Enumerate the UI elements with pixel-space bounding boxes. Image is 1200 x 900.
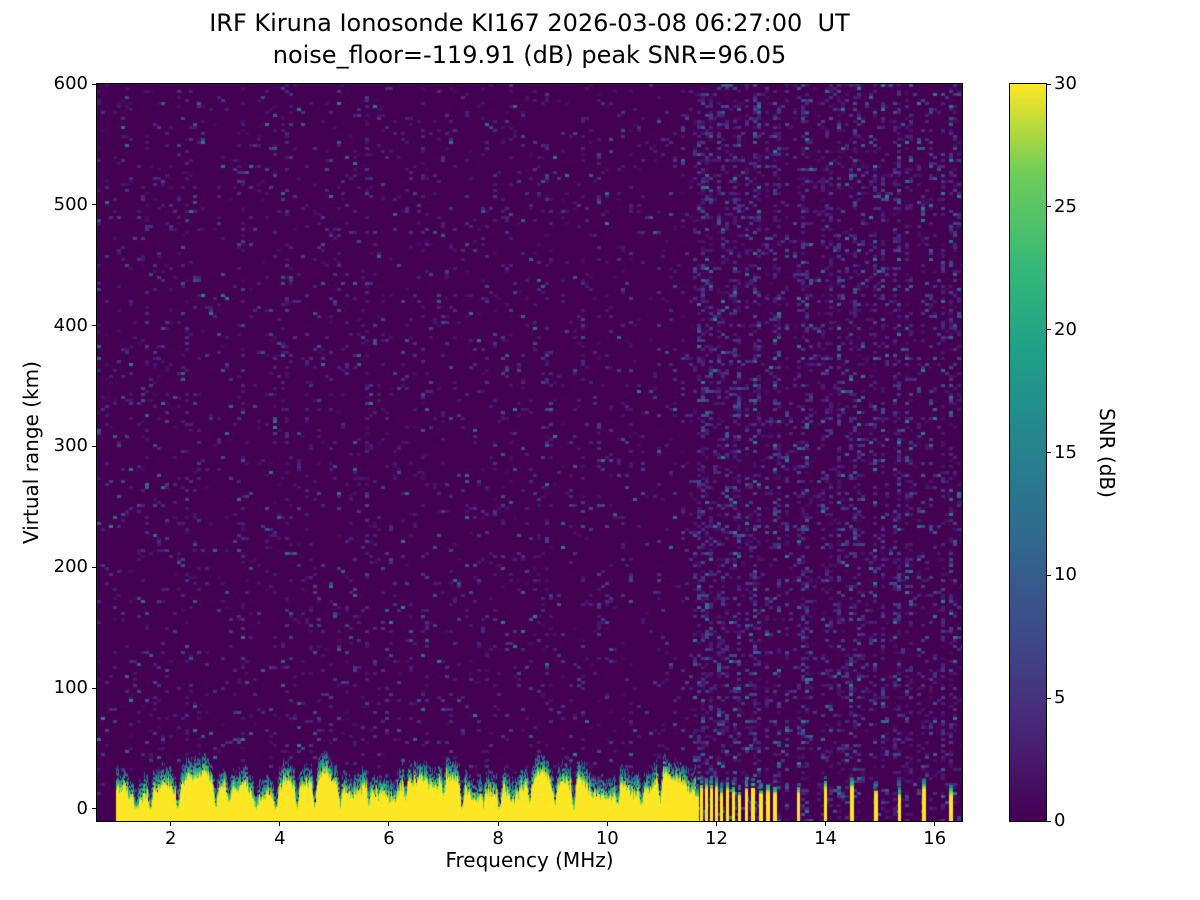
y-tick-label: 400 bbox=[53, 314, 88, 336]
y-tick-label: 300 bbox=[53, 435, 88, 457]
colorbar-tick-label: 0 bbox=[1054, 810, 1066, 831]
y-tick-label: 500 bbox=[53, 193, 88, 215]
colorbar-tick-mark bbox=[1047, 329, 1051, 331]
x-tick-label: 4 bbox=[274, 828, 286, 849]
y-tick-mark bbox=[92, 204, 96, 206]
x-tick-label: 16 bbox=[923, 828, 947, 849]
x-tick-label: 12 bbox=[704, 828, 728, 849]
x-tick-label: 8 bbox=[492, 828, 504, 849]
x-tick-mark bbox=[606, 822, 608, 826]
x-tick-mark bbox=[388, 822, 390, 826]
colorbar bbox=[1009, 83, 1047, 822]
x-tick-mark bbox=[497, 822, 499, 826]
x-tick-label: 10 bbox=[595, 828, 619, 849]
y-tick-mark bbox=[92, 83, 96, 85]
ionogram-canvas bbox=[97, 84, 962, 821]
colorbar-tick-label: 20 bbox=[1054, 318, 1077, 340]
x-tick-mark bbox=[825, 822, 827, 826]
y-tick-mark bbox=[92, 566, 96, 568]
colorbar-tick-label: 25 bbox=[1054, 195, 1077, 217]
y-tick-label: 200 bbox=[53, 556, 88, 578]
x-tick-mark bbox=[715, 822, 717, 826]
colorbar-tick-mark bbox=[1047, 452, 1051, 453]
x-tick-label: 6 bbox=[383, 828, 395, 849]
y-tick-mark bbox=[92, 687, 96, 689]
x-tick-label: 14 bbox=[814, 828, 838, 849]
colorbar-label: SNR (dB) bbox=[1095, 407, 1119, 498]
x-tick-mark bbox=[170, 822, 172, 826]
y-tick-mark bbox=[92, 445, 96, 447]
colorbar-tick-label: 10 bbox=[1054, 564, 1077, 586]
x-axis-label: Frequency (MHz) bbox=[445, 848, 614, 872]
colorbar-tick-mark bbox=[1047, 206, 1051, 208]
colorbar-canvas bbox=[1010, 84, 1046, 821]
colorbar-tick-mark bbox=[1047, 697, 1051, 699]
colorbar-tick-label: 5 bbox=[1054, 687, 1066, 709]
colorbar-tick-label: 30 bbox=[1054, 73, 1077, 94]
y-tick-label: 0 bbox=[76, 797, 88, 819]
x-tick-mark bbox=[279, 822, 281, 826]
chart-title: IRF Kiruna Ionosonde KI167 2026-03-08 06… bbox=[209, 9, 850, 37]
colorbar-tick-label: 15 bbox=[1054, 441, 1077, 463]
x-tick-label: 2 bbox=[164, 828, 177, 849]
y-tick-label: 100 bbox=[53, 677, 88, 699]
y-tick-label: 600 bbox=[53, 73, 88, 94]
x-tick-mark bbox=[934, 822, 936, 826]
y-tick-mark bbox=[92, 808, 96, 810]
colorbar-tick-mark bbox=[1047, 574, 1051, 576]
colorbar-tick-mark bbox=[1047, 820, 1051, 822]
colorbar-tick-mark bbox=[1047, 83, 1051, 85]
chart-subtitle: noise_floor=-119.91 (dB) peak SNR=96.05 bbox=[272, 41, 787, 69]
plot-area bbox=[96, 83, 963, 822]
y-tick-mark bbox=[92, 325, 96, 327]
